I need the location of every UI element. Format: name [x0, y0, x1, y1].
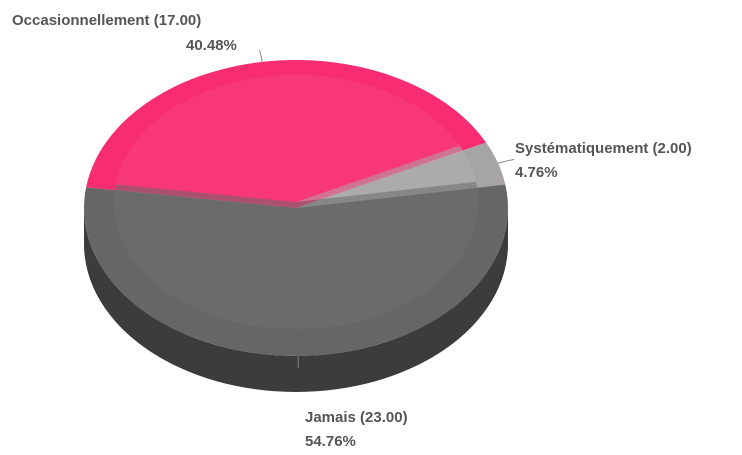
pie-slices	[84, 60, 509, 357]
pie-depth-sides	[84, 208, 508, 392]
slice-percent-systematiquement: 4.76%	[515, 164, 558, 181]
slice-name-jamais: Jamais (23.00)	[305, 409, 408, 426]
label-leader-lines	[259, 50, 515, 368]
slice-percent-jamais: 54.76%	[305, 433, 356, 450]
slice-label-occasionnellement: Occasionnellement (17.00) 40.48%	[12, 12, 237, 54]
pie-slice-highlight-2	[113, 181, 479, 330]
slice-name-occasionnellement: Occasionnellement (17.00)	[12, 12, 201, 29]
pie-side-wall	[84, 208, 508, 392]
slice-label-systematiquement: Systématiquement (2.00) 4.76%	[515, 140, 692, 181]
leader-line-1	[497, 158, 515, 164]
leader-line-0	[259, 50, 263, 62]
pie-slice-highlight-0	[115, 74, 460, 202]
slice-percent-occasionnellement: 40.48%	[186, 37, 237, 54]
slice-label-jamais: Jamais (23.00) 54.76%	[305, 409, 408, 450]
pie-slice-highlight-1	[296, 145, 477, 202]
slice-name-systematiquement: Systématiquement (2.00)	[515, 140, 692, 157]
